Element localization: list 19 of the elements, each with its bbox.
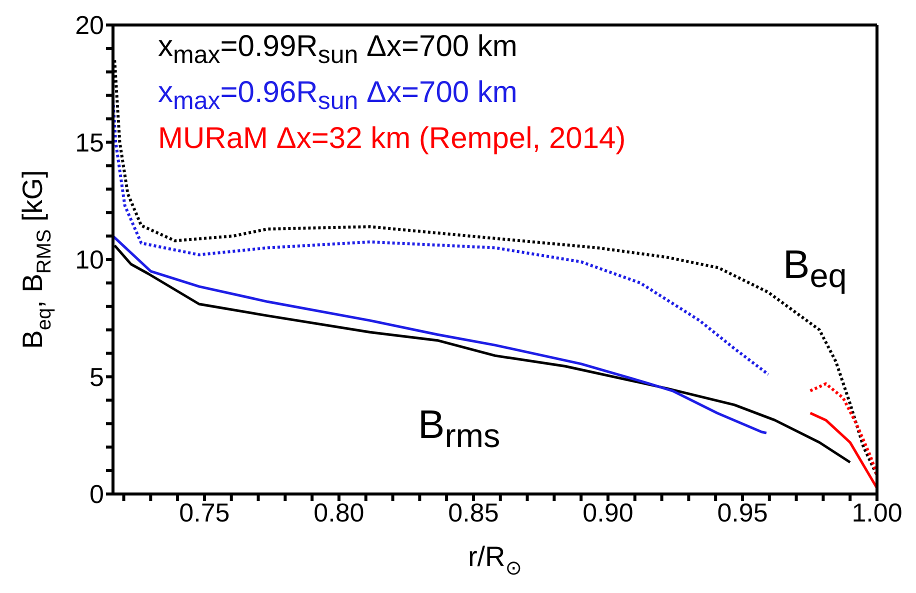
y-tick-label: 5	[90, 362, 104, 392]
y-tick-label: 0	[90, 479, 104, 510]
x-tick-label: 0.90	[582, 497, 634, 528]
line-series	[808, 382, 877, 477]
annotation: B$_{rms}$	[418, 403, 500, 456]
x-tick-label: 0.85	[448, 497, 499, 528]
x-tick-label: 1.00	[852, 497, 902, 528]
y-tick-label: 15	[75, 127, 104, 158]
x-tick-label: 0.80	[314, 497, 364, 528]
y-tick-label: 10	[75, 244, 104, 275]
y-tick-label: 20	[75, 10, 104, 40]
text: x$_{max}$=0.96R$_{sun}$ Δx=700 km	[158, 75, 518, 117]
text: x$_{max}$=0.99R$_{sun}$ Δx=700 km	[158, 29, 518, 71]
x-tick-label: 0.75	[179, 497, 230, 528]
line-series	[808, 412, 877, 490]
x-axis-title: r/R$_{⊙}$	[468, 541, 522, 580]
text: MURaM Δx=32 km (Rempel, 2014)	[158, 121, 626, 157]
x-tick-label: 0.95	[717, 497, 768, 528]
annotation: B$_{eq}$	[783, 243, 847, 296]
